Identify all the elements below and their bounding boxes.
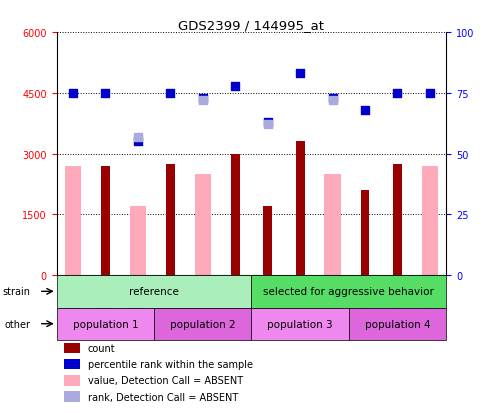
Text: population 3: population 3 — [267, 319, 333, 329]
Point — [264, 122, 272, 128]
Bar — [130, 207, 146, 275]
Bar — [195, 174, 211, 275]
Point — [329, 95, 337, 102]
Bar — [393, 164, 402, 275]
Title: GDS2399 / 144995_at: GDS2399 / 144995_at — [178, 19, 324, 32]
Point — [166, 90, 174, 97]
Text: population 2: population 2 — [170, 319, 236, 329]
Bar — [251, 275, 446, 308]
Bar — [251, 308, 349, 340]
Bar — [65, 343, 80, 354]
Bar — [296, 142, 305, 275]
Bar — [57, 275, 251, 308]
Text: value, Detection Call = ABSENT: value, Detection Call = ABSENT — [88, 375, 243, 385]
Bar — [166, 164, 175, 275]
Text: selected for aggressive behavior: selected for aggressive behavior — [263, 287, 434, 297]
Bar — [231, 154, 240, 275]
Bar — [65, 392, 80, 402]
Point — [264, 119, 272, 126]
Text: reference: reference — [129, 287, 179, 297]
Point — [296, 71, 304, 78]
Bar — [324, 174, 341, 275]
Bar — [65, 375, 80, 386]
Text: other: other — [5, 319, 31, 329]
Bar — [101, 166, 110, 275]
Bar — [422, 166, 438, 275]
Point — [361, 107, 369, 114]
Text: population 4: population 4 — [365, 319, 430, 329]
Point — [199, 95, 207, 102]
Bar — [349, 308, 446, 340]
Point — [102, 90, 109, 97]
Bar — [360, 191, 369, 275]
Point — [134, 139, 142, 145]
Text: count: count — [88, 343, 115, 353]
Point — [69, 90, 77, 97]
Point — [393, 90, 401, 97]
Bar — [57, 308, 154, 340]
Bar — [65, 166, 81, 275]
Text: population 1: population 1 — [72, 319, 138, 329]
Bar — [263, 207, 272, 275]
Point — [134, 134, 142, 140]
Point — [329, 97, 337, 104]
Bar — [154, 308, 251, 340]
Text: strain: strain — [3, 287, 31, 297]
Bar — [65, 359, 80, 370]
Point — [426, 90, 434, 97]
Text: percentile rank within the sample: percentile rank within the sample — [88, 359, 253, 369]
Text: rank, Detection Call = ABSENT: rank, Detection Call = ABSENT — [88, 392, 238, 402]
Point — [231, 83, 239, 90]
Point — [199, 97, 207, 104]
